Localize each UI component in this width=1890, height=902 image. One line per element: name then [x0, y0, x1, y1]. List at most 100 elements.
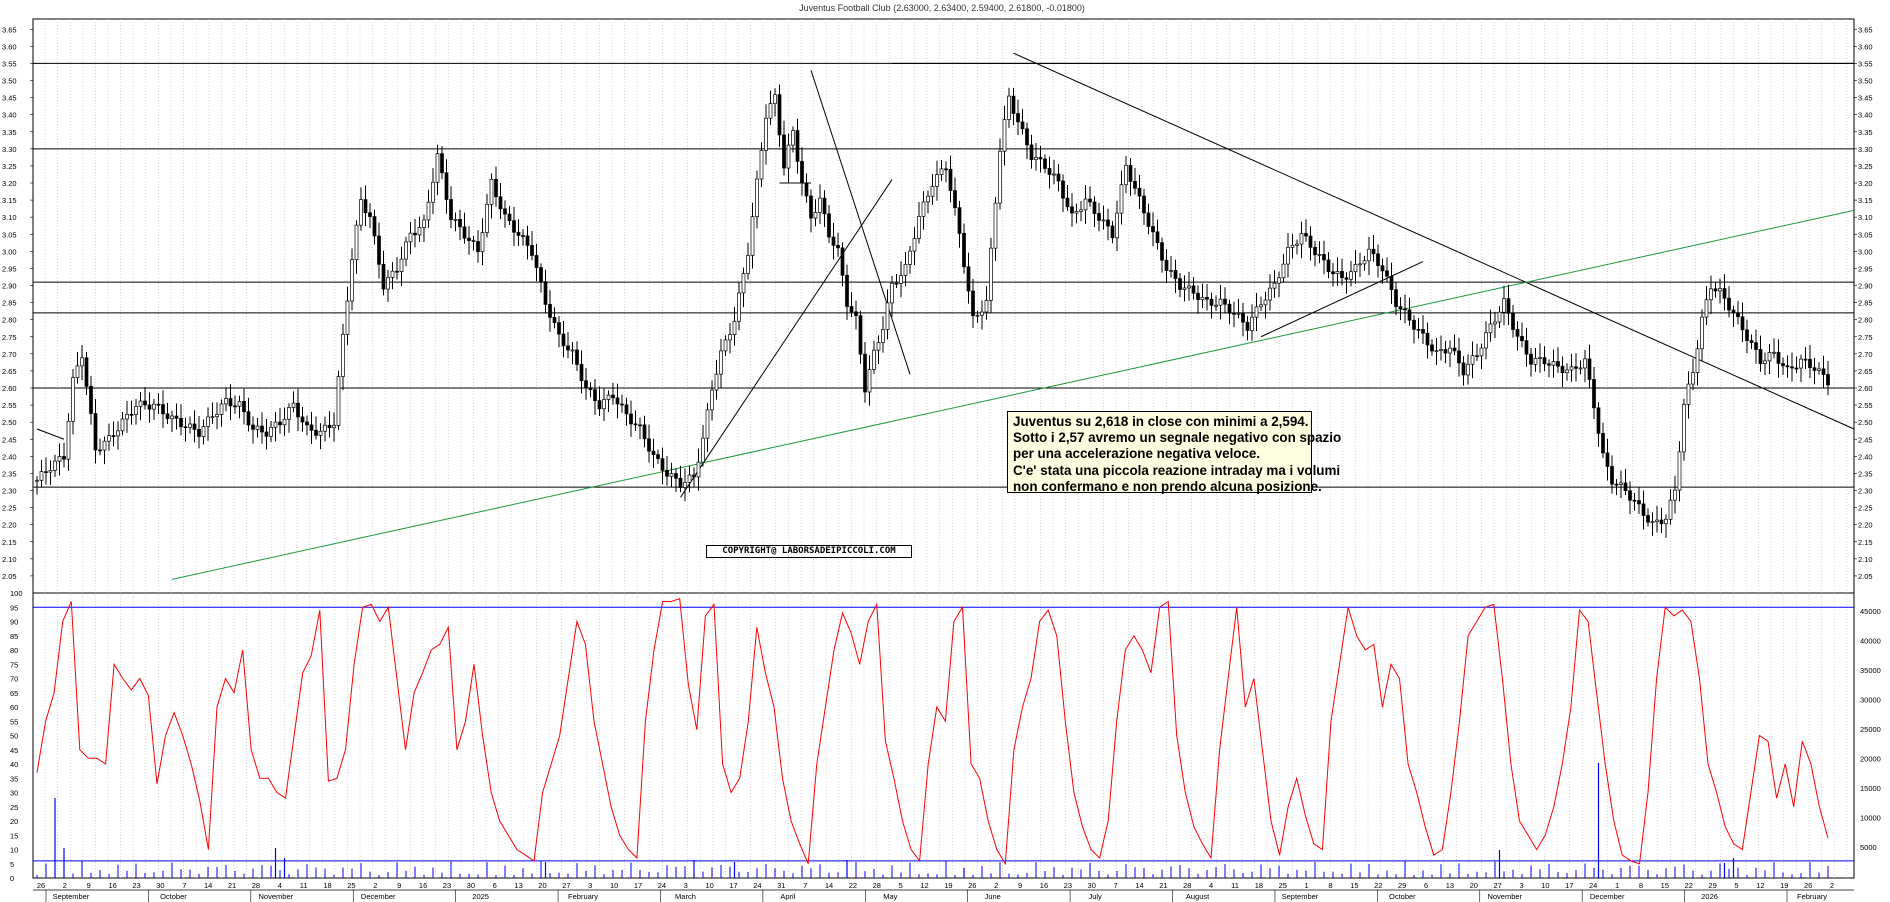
- price-tick-label: 3.55: [2, 59, 17, 68]
- price-bar-body: [1349, 271, 1353, 280]
- price-bar-body: [53, 460, 57, 471]
- price-bar-body: [1155, 231, 1160, 244]
- price-bar-body: [759, 150, 764, 180]
- price-bar-body: [989, 247, 993, 301]
- price-tick-label: 2.15: [1858, 538, 1873, 547]
- volume-tick-label: 40000: [1860, 637, 1881, 646]
- price-bar-body: [777, 94, 782, 136]
- price-bar-body: [80, 357, 84, 367]
- price-tick-label: 3.55: [1858, 59, 1873, 68]
- price-bar-body: [417, 227, 422, 236]
- price-bar-body: [579, 364, 584, 382]
- price-bar-body: [1461, 362, 1466, 376]
- x-tick-label: 29: [1708, 881, 1716, 890]
- x-month-label: September: [53, 892, 90, 901]
- price-bar-body: [1583, 358, 1587, 369]
- price-tick-label: 2.55: [1858, 401, 1873, 410]
- price-bar-body: [723, 339, 728, 352]
- price-bar-body: [1214, 304, 1218, 307]
- price-bar-body: [611, 394, 615, 399]
- price-bar-body: [1731, 309, 1736, 314]
- price-bar-body: [755, 178, 759, 218]
- x-tick-label: 18: [323, 881, 331, 890]
- x-tick-label: 23: [132, 881, 140, 890]
- oscillator-tick-label: 75: [10, 660, 18, 669]
- price-bar-body: [674, 473, 678, 479]
- price-bar-body: [1142, 195, 1146, 214]
- price-bar-body: [1173, 270, 1178, 279]
- price-tick-label: 2.65: [2, 367, 17, 376]
- x-month-label: September: [1282, 892, 1319, 901]
- price-bar-body: [390, 270, 395, 278]
- price-bar-body: [1079, 209, 1083, 212]
- price-bar-body: [1511, 312, 1515, 330]
- price-tick-label: 2.35: [1858, 469, 1873, 478]
- price-bar-body: [1502, 298, 1506, 313]
- price-bar-body: [107, 435, 111, 442]
- price-bar-body: [692, 474, 696, 478]
- price-bar-body: [1628, 490, 1632, 501]
- x-tick-label: 10: [1541, 881, 1549, 890]
- x-tick-label: 3: [684, 881, 688, 890]
- x-tick-label: 12: [1756, 881, 1764, 890]
- price-tick-label: 2.85: [1858, 299, 1873, 308]
- price-bar-body: [1493, 321, 1497, 325]
- price-bar-body: [386, 276, 390, 290]
- price-tick-label: 2.10: [1858, 555, 1873, 564]
- price-bar-body: [710, 389, 714, 411]
- price-bar-body: [980, 311, 984, 316]
- price-bar-body: [1250, 316, 1254, 331]
- x-tick-label: 28: [252, 881, 260, 890]
- price-bar-body: [296, 402, 300, 418]
- price-bar-body: [1758, 349, 1763, 364]
- price-bar-body: [35, 479, 39, 482]
- x-tick-label: 18: [1255, 881, 1263, 890]
- price-bar-body: [1641, 503, 1646, 516]
- x-tick-label: 24: [1589, 881, 1597, 890]
- price-bar-body: [1479, 347, 1484, 357]
- price-bar-body: [840, 247, 845, 276]
- x-tick-label: 14: [1135, 881, 1143, 890]
- price-bar-body: [485, 204, 489, 233]
- x-month-label: October: [160, 892, 187, 901]
- price-bar-body: [48, 470, 53, 473]
- price-bar-body: [561, 333, 566, 347]
- price-bar-body: [993, 202, 998, 249]
- price-bar-body: [395, 270, 399, 273]
- price-bar-body: [228, 398, 233, 407]
- price-bar-body: [1223, 298, 1227, 305]
- price-bar-body: [336, 376, 341, 426]
- price-bar-body: [863, 353, 867, 393]
- price-panel: [32, 18, 1855, 594]
- price-bar-body: [1506, 298, 1511, 314]
- x-tick-label: 27: [562, 881, 570, 890]
- price-bar-body: [1043, 158, 1047, 169]
- price-tick-label: 2.25: [2, 504, 17, 513]
- x-tick-label: 10: [610, 881, 618, 890]
- oscillator-tick-label: 50: [10, 732, 18, 741]
- price-bar-body: [1524, 340, 1529, 355]
- price-tick-label: 2.80: [1858, 316, 1873, 325]
- price-tick-label: 3.40: [1858, 111, 1873, 120]
- price-bar-body: [413, 232, 417, 236]
- price-bar-body: [237, 401, 242, 407]
- price-bar-body: [134, 405, 138, 415]
- price-tick-label: 3.40: [2, 111, 17, 120]
- price-bar-body: [1007, 95, 1011, 120]
- price-bar-body: [1331, 271, 1335, 275]
- price-bar-body: [1389, 275, 1394, 291]
- price-tick-label: 3.25: [1858, 162, 1873, 171]
- price-bar-body: [1119, 184, 1124, 214]
- oscillator-tick-label: 0: [10, 874, 14, 883]
- grid: [30, 19, 1857, 878]
- price-bar-body: [1677, 451, 1682, 491]
- price-bar-body: [467, 237, 471, 241]
- price-bar-body: [152, 403, 156, 410]
- price-bar-body: [489, 179, 494, 205]
- price-bar-body: [1016, 113, 1020, 123]
- price-bar-body: [1673, 489, 1677, 501]
- trendline: [680, 179, 893, 498]
- price-bar-body: [1605, 452, 1610, 467]
- price-bar-body: [1052, 173, 1056, 176]
- price-bar-body: [1668, 499, 1673, 520]
